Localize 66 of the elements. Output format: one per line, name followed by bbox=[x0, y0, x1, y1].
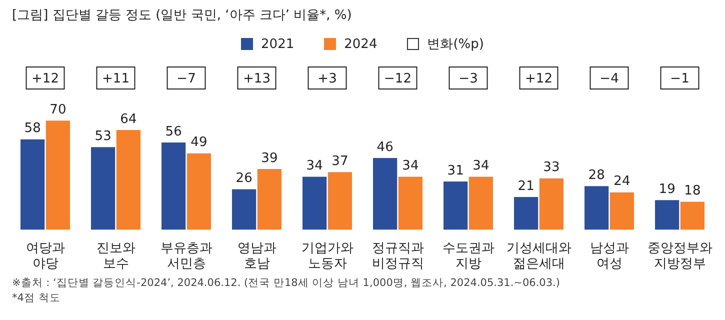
x-tick-label: 기성세대와 젊은세대 bbox=[506, 240, 572, 272]
text: +3 bbox=[318, 71, 337, 86]
data-label: 39 bbox=[261, 150, 278, 166]
text: +11 bbox=[102, 71, 130, 86]
text: −12 bbox=[384, 71, 412, 86]
legend-title: 변화(%p) bbox=[427, 36, 484, 53]
bar bbox=[162, 142, 186, 230]
bar bbox=[444, 181, 468, 230]
x-tick-label: 부유층과 서민층 bbox=[160, 240, 212, 272]
chart-title: [그림] 집단별 갈등 정도 (일반 국민, ‘아주 크다’ 비율*, %) bbox=[12, 7, 352, 24]
bar bbox=[46, 120, 70, 230]
text: ※출처 : ‘집단별 갈등인식-2024’, 2024.06.12. (전국 만18세 이상 남녀 1,000명, 웹조사, 2024.05.31.~06.03.) bbox=[12, 276, 560, 291]
bar bbox=[20, 139, 45, 230]
bar bbox=[257, 168, 282, 230]
data-label: 19 bbox=[658, 182, 676, 198]
bar bbox=[373, 158, 398, 230]
data-label: 34 bbox=[306, 158, 323, 174]
data-label: 18 bbox=[684, 184, 701, 199]
x-tick-label: 기업가와 노동자 bbox=[301, 240, 354, 272]
x-tick-label: 여당과 야당 bbox=[26, 240, 65, 272]
x-tick-label: 정규직과 비정규직 bbox=[372, 240, 424, 272]
data-label: 56 bbox=[165, 124, 182, 140]
data-label: 33 bbox=[543, 160, 560, 176]
data-label: 24 bbox=[614, 174, 630, 190]
bar bbox=[680, 202, 704, 230]
bar bbox=[539, 178, 564, 230]
x-tick-label: 진보와 보수 bbox=[96, 240, 136, 272]
data-label: 53 bbox=[94, 128, 112, 144]
x-tick-label: 수도권과 지방 bbox=[442, 240, 494, 272]
text: +12 bbox=[32, 71, 59, 86]
text: −1 bbox=[670, 71, 690, 86]
bar bbox=[186, 153, 211, 230]
x-tick-label: 중앙정부와 지방정부 bbox=[647, 240, 712, 272]
text: +13 bbox=[243, 71, 270, 86]
data-label: 26 bbox=[236, 171, 252, 186]
bar bbox=[655, 200, 680, 230]
bar bbox=[610, 192, 634, 230]
data-label: 58 bbox=[24, 121, 41, 136]
x-tick-label: 남성과 여성 bbox=[590, 240, 629, 272]
data-label: 31 bbox=[447, 163, 464, 178]
text: −3 bbox=[458, 71, 478, 86]
legend-label: 2021 bbox=[261, 36, 294, 52]
data-label: 34 bbox=[402, 158, 419, 174]
bar bbox=[468, 176, 493, 230]
x-tick-label: 영남과 호남 bbox=[237, 240, 276, 272]
bar bbox=[398, 176, 422, 230]
data-label: 28 bbox=[588, 168, 605, 183]
bar bbox=[328, 172, 352, 230]
bar bbox=[116, 130, 140, 230]
bar bbox=[514, 197, 538, 230]
bar bbox=[302, 176, 327, 230]
text: −4 bbox=[600, 71, 619, 86]
legend-label: 2024 bbox=[344, 36, 378, 52]
data-label: 49 bbox=[190, 135, 208, 150]
data-label: 34 bbox=[472, 158, 490, 174]
text: −7 bbox=[176, 71, 196, 86]
data-label: 37 bbox=[332, 154, 348, 169]
data-label: 64 bbox=[120, 112, 137, 127]
bar bbox=[91, 147, 116, 230]
text: *4점 척도 bbox=[12, 291, 62, 306]
data-label: 46 bbox=[376, 140, 394, 155]
bar bbox=[584, 186, 609, 230]
bar bbox=[232, 189, 256, 230]
data-label: 70 bbox=[50, 102, 66, 118]
text: +12 bbox=[525, 71, 552, 86]
data-label: 21 bbox=[518, 178, 534, 194]
